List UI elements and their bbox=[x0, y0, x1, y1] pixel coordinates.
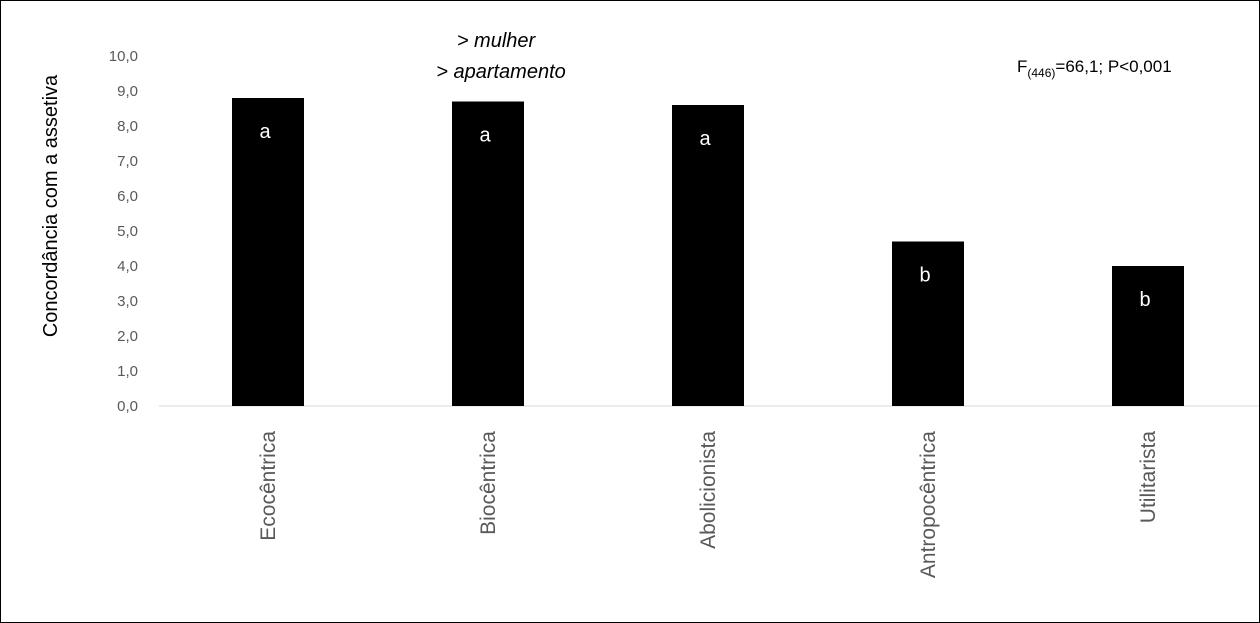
statistics-annotation: F(446)=66,1; P<0,001 bbox=[1017, 57, 1172, 80]
y-tick-label: 6,0 bbox=[117, 188, 138, 205]
y-tick-label: 3,0 bbox=[117, 293, 138, 310]
y-tick-label: 2,0 bbox=[117, 328, 138, 345]
bar bbox=[452, 101, 524, 406]
annotation-apartamento: > apartamento bbox=[436, 61, 566, 83]
y-tick-label: 5,0 bbox=[117, 223, 138, 240]
stat-f: F bbox=[1017, 57, 1027, 76]
x-category-label: Biocêntrica bbox=[477, 431, 500, 535]
x-category-label: Abolicionista bbox=[697, 431, 720, 549]
x-category-label: Utilitarista bbox=[1137, 431, 1160, 524]
y-tick-label: 7,0 bbox=[117, 153, 138, 170]
bars: a a a b b bbox=[232, 98, 1184, 406]
bar bbox=[232, 98, 304, 406]
stat-subscript: (446) bbox=[1027, 66, 1055, 80]
bar-letter-label: a bbox=[259, 121, 271, 143]
stat-value: =66,1; P<0,001 bbox=[1055, 57, 1171, 76]
y-tick-label: 9,0 bbox=[117, 83, 138, 100]
y-tick-label: 1,0 bbox=[117, 363, 138, 380]
bar-letter-label: a bbox=[699, 128, 711, 150]
y-axis-ticks: 0,0 1,0 2,0 3,0 4,0 5,0 6,0 7,0 8,0 9,0 10,0 bbox=[109, 48, 138, 415]
x-axis-categories: Ecocêntrica Biocêntrica Abolicionista Antro… bbox=[257, 431, 1160, 578]
y-tick-label: 10,0 bbox=[109, 48, 138, 65]
bar bbox=[1112, 266, 1184, 406]
bar bbox=[892, 241, 964, 406]
y-tick-label: 8,0 bbox=[117, 118, 138, 135]
annotation-mulher: > mulher bbox=[457, 30, 537, 52]
y-tick-label: 4,0 bbox=[117, 258, 138, 275]
bar-letter-label: b bbox=[1139, 289, 1150, 311]
bar-letter-label: a bbox=[479, 125, 491, 147]
y-axis-label: Concordância com a assetiva bbox=[40, 74, 62, 337]
bar bbox=[672, 105, 744, 406]
bar-letter-label: b bbox=[919, 265, 930, 287]
y-tick-label: 0,0 bbox=[117, 398, 138, 415]
x-category-label: Ecocêntrica bbox=[257, 431, 280, 541]
x-category-label: Antropocêntrica bbox=[917, 431, 940, 578]
